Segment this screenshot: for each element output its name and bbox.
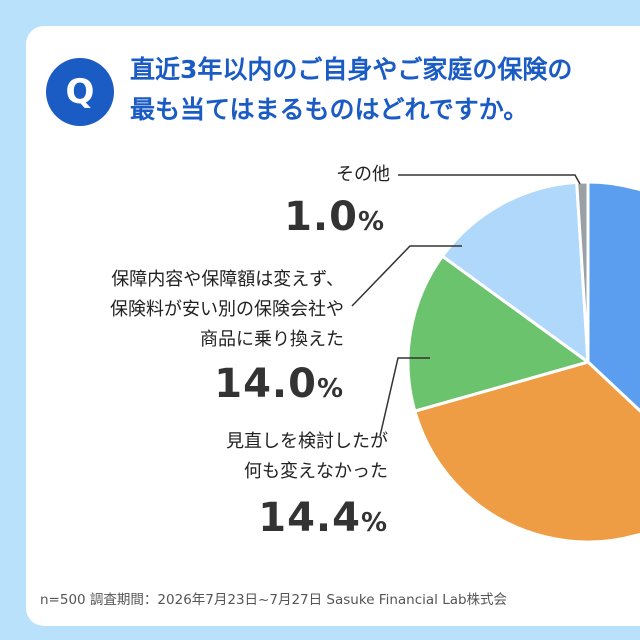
label-considered-line-2: 何も変えなかった: [244, 461, 388, 482]
pct-considered-value: 14.4: [258, 495, 361, 541]
question-line-2: 最も当てはまるものはどれですか。: [130, 95, 529, 124]
pie-slice-5: [575, 180, 590, 364]
label-switched-line-1: 保障内容や保障額は変えず、: [111, 269, 344, 290]
question-line-1: 直近3年以内のご自身やご家庭の保険の: [130, 55, 573, 84]
pct-other-unit: %: [357, 207, 385, 237]
label-considered-line-1: 見直しを検討したが: [226, 431, 388, 452]
question-badge: Q: [46, 58, 114, 126]
pct-switched-unit: %: [316, 374, 344, 404]
pct-other-value: 1.0: [284, 194, 358, 240]
label-considered: 見直しを検討したが 何も変えなかった: [226, 427, 388, 487]
label-switched-line-2: 保険料が安い別の保険会社や: [110, 299, 344, 320]
label-other-line-1: その他: [336, 164, 390, 185]
leader-line-other: [398, 174, 581, 185]
label-other: その他: [336, 160, 390, 190]
leader-line-switched: [351, 245, 462, 307]
leader-line-considered: [379, 357, 430, 437]
label-switched: 保障内容や保障額は変えず、 保険料が安い別の保険会社や 商品に乗り換えた: [110, 265, 344, 355]
pct-considered-unit: %: [360, 508, 388, 538]
pie-slice-3: [406, 254, 590, 413]
question-text: 直近3年以内のご自身やご家庭の保険の 最も当てはまるものはどれですか。: [130, 50, 572, 130]
pie-slice-1: [586, 180, 640, 413]
label-switched-line-3: 商品に乗り換えた: [200, 329, 344, 350]
pct-considered: 14.4%: [258, 496, 388, 545]
pct-switched: 14.0%: [214, 362, 344, 411]
pct-switched-value: 14.0: [214, 361, 317, 407]
survey-footer: n=500 調査期間：2026年7月23日~7月27日 Sasuke Finan…: [40, 592, 508, 608]
pie-slice-2: [413, 360, 640, 544]
pct-other: 1.0%: [284, 195, 385, 244]
